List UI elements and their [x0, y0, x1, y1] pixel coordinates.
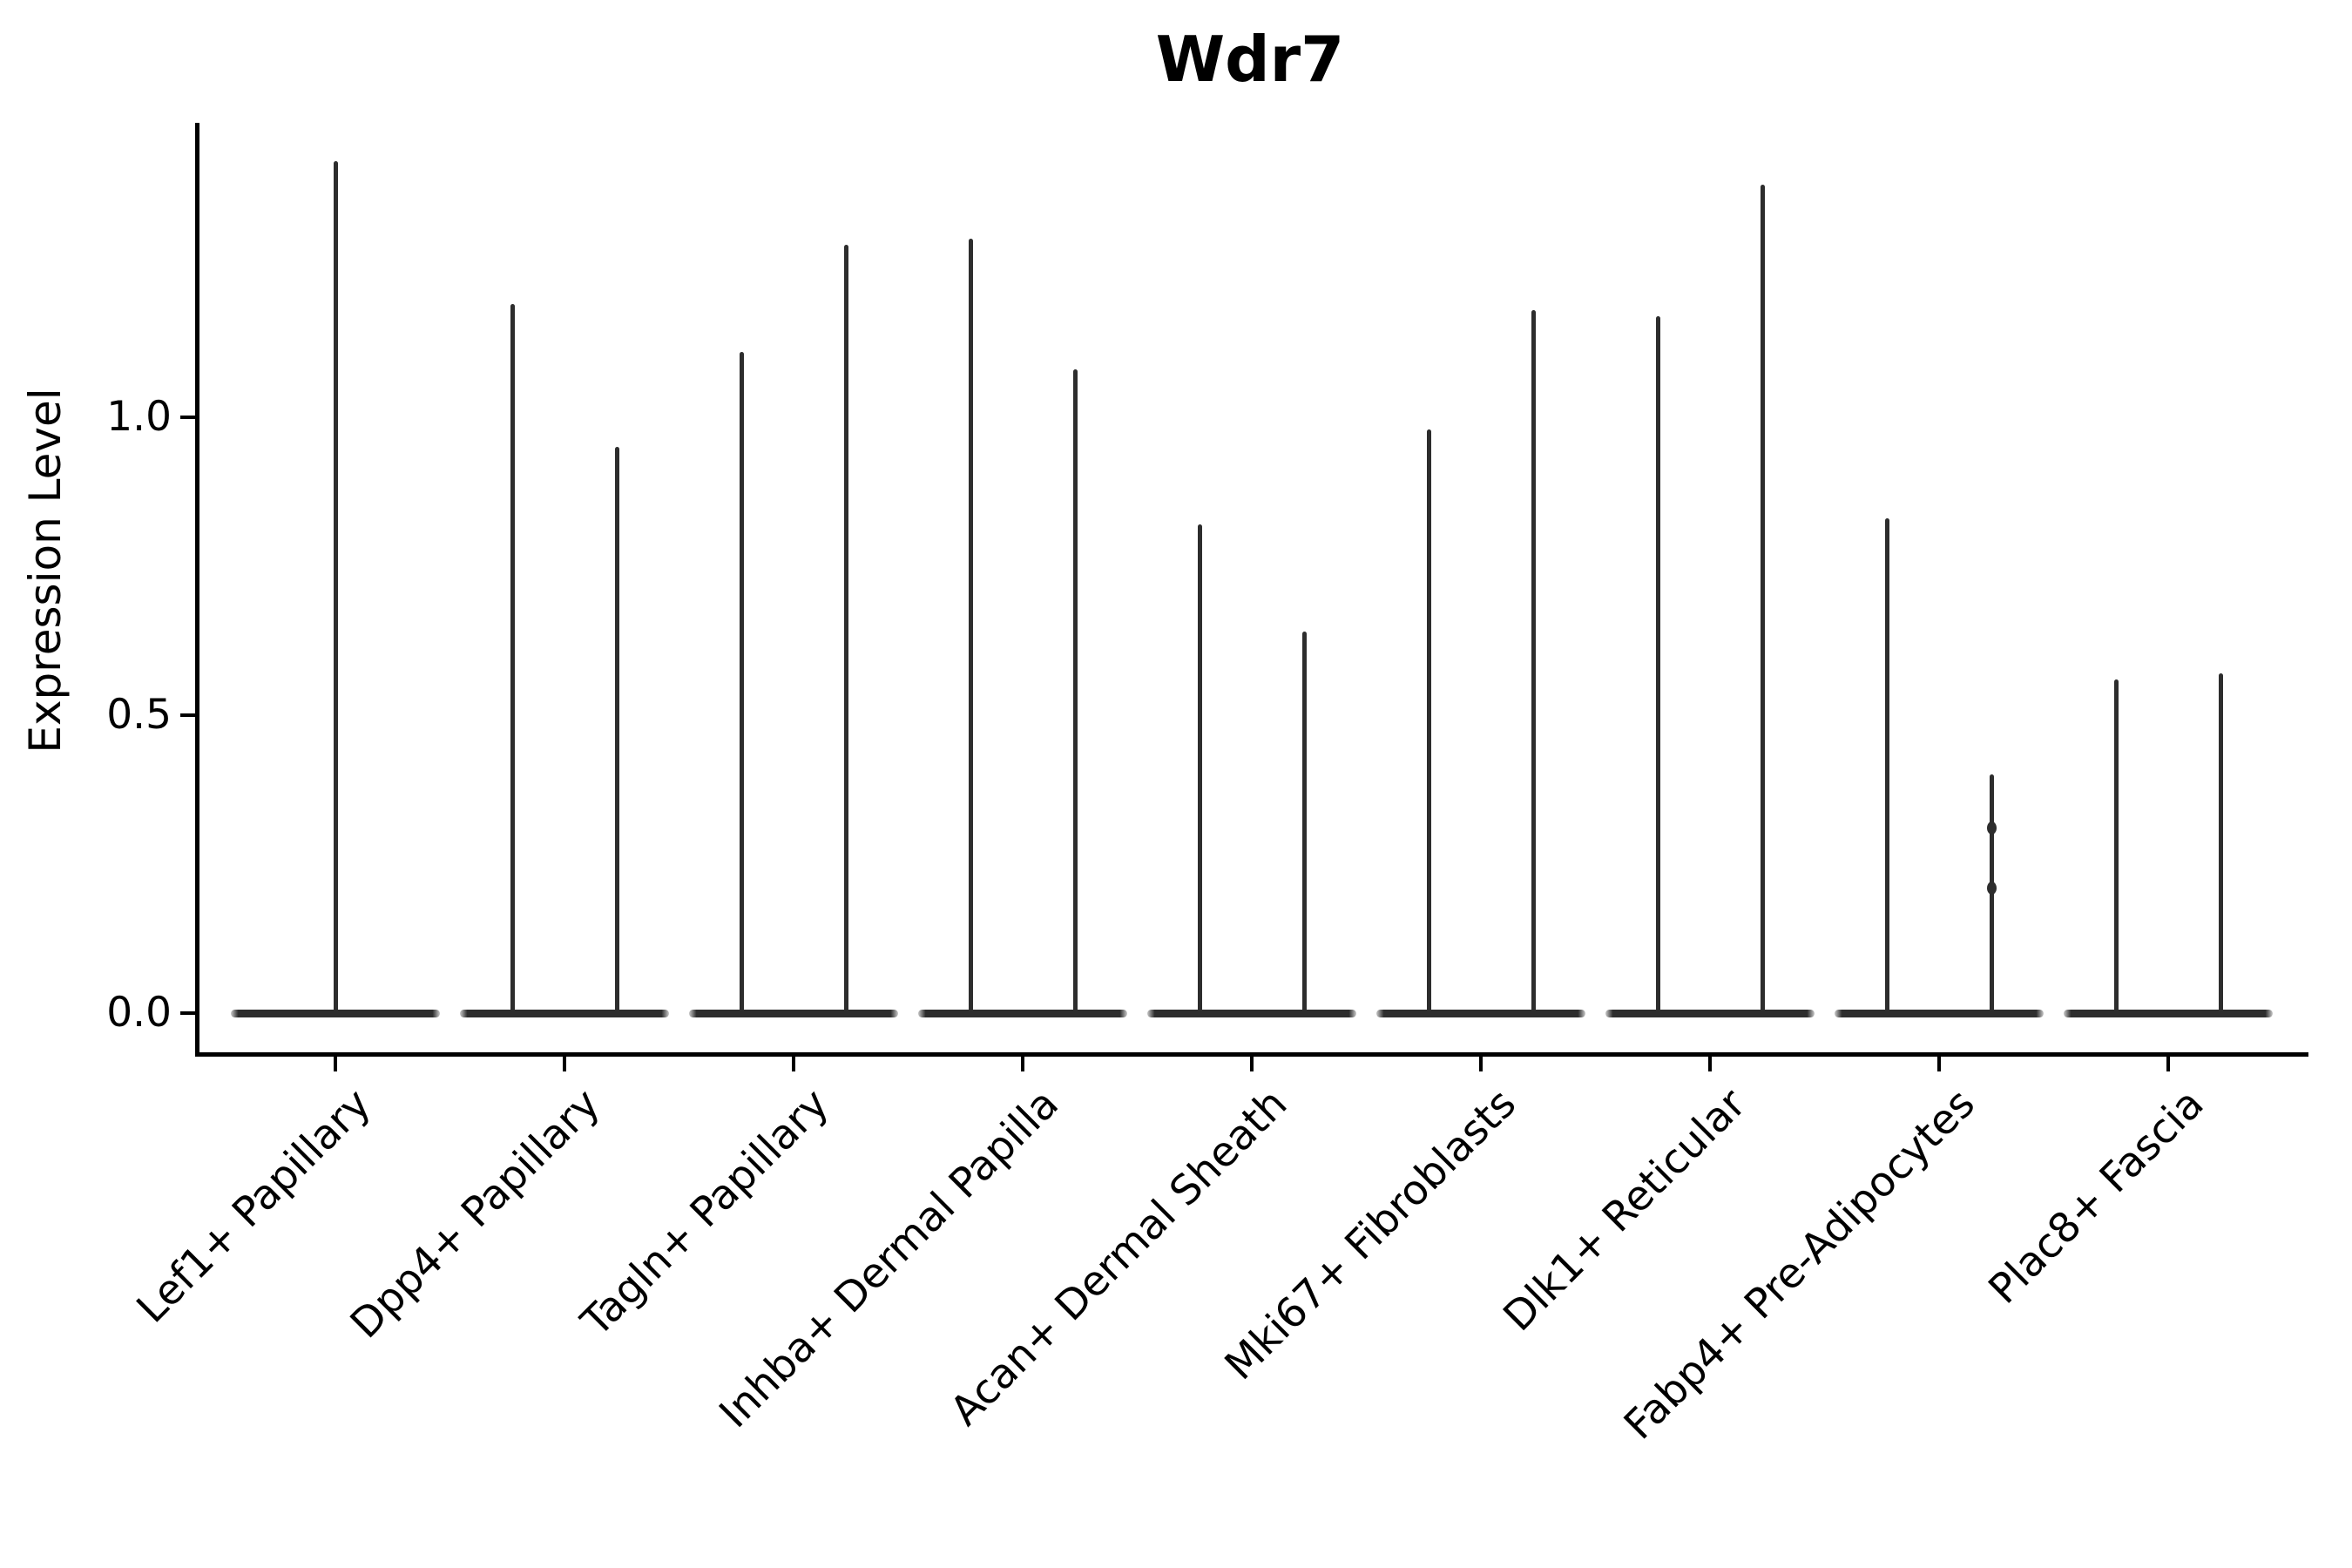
x-tick-label: Plac8+ Fascia — [1979, 1079, 2213, 1314]
chart-title: Wdr7 — [1155, 23, 1345, 96]
violin-spike — [1655, 315, 1660, 1013]
x-tick — [1708, 1057, 1712, 1071]
y-axis-spine — [195, 123, 199, 1057]
y-tick-label: 0.0 — [106, 989, 172, 1037]
violin-spike — [739, 351, 744, 1013]
x-tick-label: Lef1+ Papillary — [127, 1079, 381, 1333]
violin-base — [2064, 1009, 2273, 1017]
violin-base — [460, 1009, 669, 1017]
violin-spike — [1072, 369, 1078, 1013]
y-tick — [180, 713, 195, 717]
x-tick-label: Tagln+ Papillary — [572, 1079, 839, 1346]
x-tick — [792, 1057, 795, 1071]
violin-base — [918, 1009, 1127, 1017]
x-axis-spine — [195, 1052, 2308, 1057]
violin-spike — [510, 304, 515, 1013]
violin-base — [1376, 1009, 1585, 1017]
violin-base — [231, 1009, 440, 1017]
x-tick — [2166, 1057, 2170, 1071]
violin-spike — [1531, 309, 1536, 1013]
x-tick — [1479, 1057, 1483, 1071]
x-tick — [563, 1057, 566, 1071]
violin-bump — [1986, 881, 1997, 895]
violin-spike — [1301, 632, 1307, 1013]
x-tick — [334, 1057, 337, 1071]
violin-base — [689, 1009, 898, 1017]
violin-spike — [968, 238, 973, 1013]
violin-base — [1835, 1009, 2044, 1017]
x-tick-label: Dpp4+ Papillary — [341, 1079, 610, 1348]
x-tick — [1021, 1057, 1024, 1071]
violin-spike — [1426, 429, 1431, 1013]
y-axis-label: Expression Level — [20, 388, 71, 754]
x-tick — [1937, 1057, 1941, 1071]
violin-base — [1147, 1009, 1356, 1017]
violin-base — [1605, 1009, 1815, 1017]
violin-spike — [1884, 518, 1889, 1013]
violin-spike — [843, 244, 848, 1013]
y-tick — [180, 1011, 195, 1015]
violin-bump — [1986, 821, 1997, 835]
y-tick-label: 1.0 — [106, 393, 172, 441]
x-tick — [1250, 1057, 1254, 1071]
violin-spike — [2113, 679, 2119, 1013]
violin-spike — [2218, 673, 2223, 1013]
x-tick-label: Dlk1+ Reticular — [1494, 1079, 1755, 1342]
y-tick — [180, 416, 195, 419]
violin-spike — [1760, 185, 1765, 1013]
violin-spike — [1197, 524, 1202, 1013]
violin-spike — [333, 160, 338, 1013]
y-tick-label: 0.5 — [106, 691, 172, 739]
violin-spike — [614, 447, 619, 1013]
